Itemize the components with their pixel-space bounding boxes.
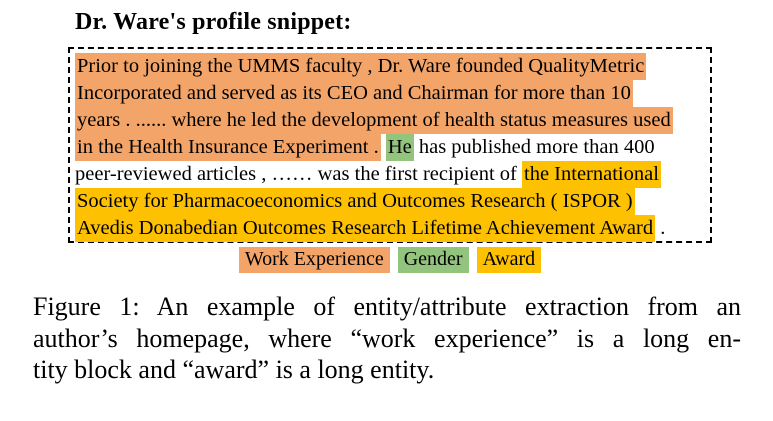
highlight-work: Incorporated and served as its CEO and C…	[75, 80, 633, 107]
caption-line: author’s homepage, where “work experienc…	[33, 323, 741, 353]
highlight-work: Prior to joining the UMMS faculty , Dr. …	[75, 53, 647, 80]
legend: Work Experience Gender Award	[68, 247, 712, 273]
highlight-award: Society for Pharmacoeconomics and Outcom…	[75, 188, 635, 215]
profile-line: peer-reviewed articles , …… was the firs…	[75, 161, 705, 188]
legend-item-work-experience: Work Experience	[238, 247, 390, 273]
highlight-work: years . ...... where he led the developm…	[75, 107, 673, 134]
profile-title: Dr. Ware's profile snippet:	[75, 9, 352, 35]
highlight-award: the International	[522, 161, 661, 188]
highlight-gender: He	[385, 134, 414, 161]
profile-line: Prior to joining the UMMS faculty , Dr. …	[75, 53, 705, 80]
profile-line: years . ...... where he led the developm…	[75, 107, 705, 134]
legend-item-gender: Gender	[397, 247, 469, 273]
caption-line: Figure 1: An example of entity/attribute…	[33, 292, 741, 321]
profile-snippet-box: Prior to joining the UMMS faculty , Dr. …	[68, 47, 712, 243]
plain-text: has published more than 400	[413, 136, 655, 158]
plain-text: .	[655, 217, 666, 239]
profile-line: Society for Pharmacoeconomics and Outcom…	[75, 188, 705, 215]
caption-line: tity block and “award” is a long entity.	[33, 355, 435, 384]
figure-caption: Figure 1: An example of entity/attribute…	[33, 291, 741, 386]
profile-line: in the Health Insurance Experiment . He …	[75, 134, 705, 161]
profile-line: Incorporated and served as its CEO and C…	[75, 80, 705, 107]
profile-line: Avedis Donabedian Outcomes Research Life…	[75, 215, 705, 242]
legend-item-award: Award	[476, 247, 542, 273]
highlight-award: Avedis Donabedian Outcomes Research Life…	[75, 215, 656, 242]
plain-text: peer-reviewed articles , …… was the firs…	[75, 163, 522, 185]
highlight-work: in the Health Insurance Experiment .	[75, 134, 381, 161]
